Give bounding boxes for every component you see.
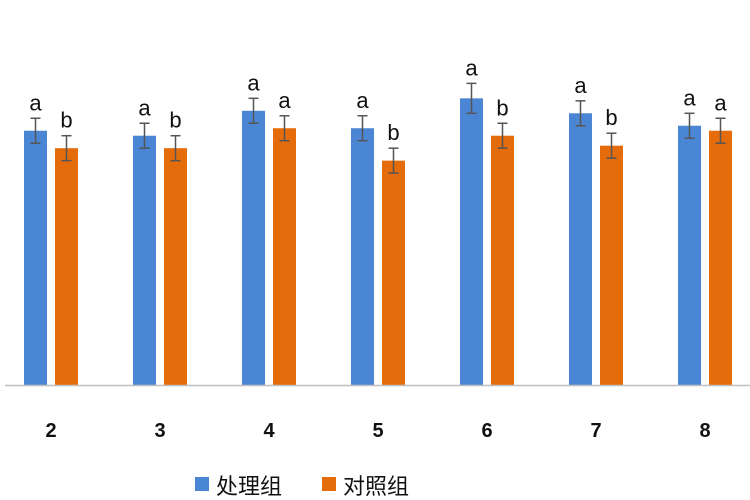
bar-control-3: [164, 148, 187, 385]
error-bar-treatment-8: [684, 112, 695, 139]
bar-treatment-3: [133, 135, 156, 385]
legend-swatch: [322, 477, 336, 491]
bar-control-7: [600, 145, 623, 385]
significance-label: b: [169, 108, 181, 133]
error-bar-treatment-4: [248, 97, 259, 124]
bar-control-6: [491, 135, 514, 385]
significance-label: b: [387, 120, 399, 145]
bars-layer: [24, 98, 732, 386]
error-bar-control-3: [170, 134, 181, 162]
legend: 处理组 对照组: [195, 475, 409, 500]
error-bar-control-7: [606, 132, 617, 159]
bar-treatment-8: [678, 125, 701, 385]
legend-item-control: 对照组: [322, 475, 409, 500]
significance-label: a: [465, 55, 478, 80]
legend-item-treatment: 处理组: [195, 475, 282, 500]
significance-label: a: [356, 88, 369, 113]
error-bar-treatment-2: [30, 117, 41, 144]
x-tick-label: 6: [481, 420, 492, 442]
bar-treatment-4: [242, 110, 265, 386]
bar-treatment-2: [24, 130, 47, 385]
significance-label: a: [247, 70, 260, 95]
x-tick-label: 8: [699, 420, 710, 442]
error-bar-treatment-6: [466, 82, 477, 115]
error-bar-control-5: [388, 147, 399, 174]
bar-control-8: [709, 130, 732, 385]
significance-label: a: [574, 73, 587, 98]
significance-label: a: [29, 90, 42, 115]
bar-treatment-6: [460, 98, 483, 386]
significance-label: a: [714, 90, 727, 115]
x-tick-label: 7: [590, 420, 601, 442]
error-bar-control-6: [497, 122, 508, 149]
x-tick-label: 2: [45, 420, 56, 442]
bar-treatment-7: [569, 113, 592, 386]
x-tick-label: 3: [154, 420, 165, 442]
bar-control-2: [55, 148, 78, 385]
error-bar-control-8: [715, 117, 726, 144]
x-tick-label: 4: [263, 420, 275, 442]
significance-label: b: [605, 105, 617, 130]
significance-label: b: [496, 95, 508, 120]
error-bar-control-4: [279, 115, 290, 142]
significance-label: a: [138, 95, 151, 120]
legend-swatch: [195, 477, 209, 491]
legend-label: 对照组: [343, 475, 409, 500]
bar-treatment-5: [351, 128, 374, 385]
x-tick-label: 5: [372, 420, 383, 442]
bar-control-4: [273, 128, 296, 385]
significance-label: b: [60, 108, 72, 133]
error-bars-layer: [30, 82, 726, 174]
error-bar-treatment-7: [575, 100, 586, 127]
error-bar-treatment-5: [357, 115, 368, 142]
error-bar-control-2: [61, 134, 72, 162]
bar-control-5: [382, 160, 405, 385]
x-tick-labels: 2 3 4 5 6 7 8: [45, 420, 710, 442]
significance-label: a: [683, 85, 696, 110]
legend-label: 处理组: [216, 475, 282, 500]
error-bar-treatment-3: [139, 122, 150, 149]
significance-label: a: [278, 88, 291, 113]
